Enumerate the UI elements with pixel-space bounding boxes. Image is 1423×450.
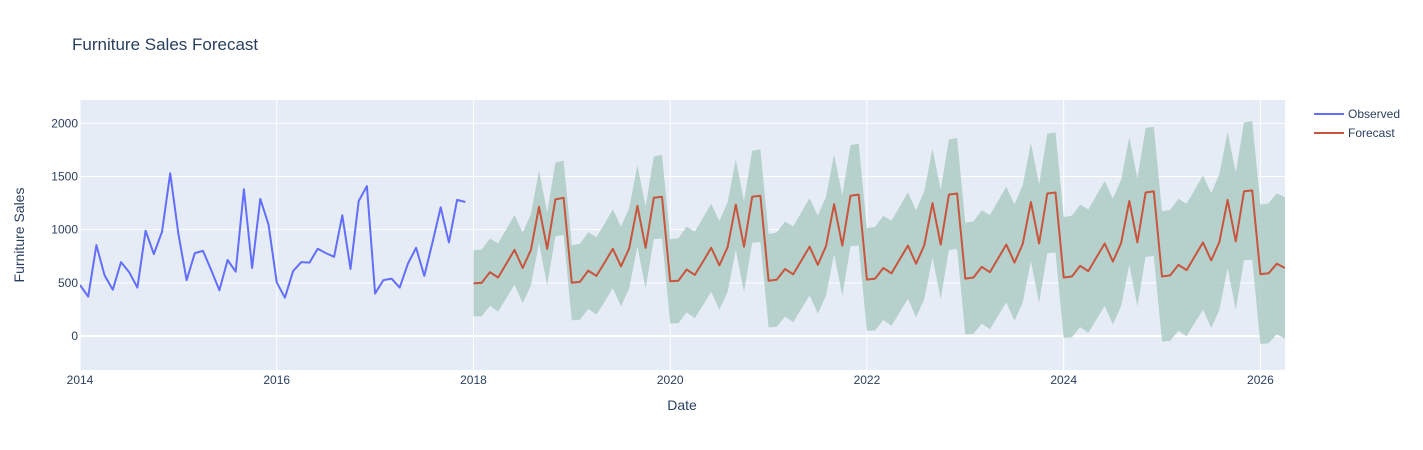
chart-title: Furniture Sales Forecast (72, 35, 258, 54)
x-axis-ticks: 2014 2016 2018 2020 2022 2024 2026 (67, 373, 1274, 387)
y-tick-label: 500 (58, 276, 78, 290)
y-tick-label: 0 (71, 329, 78, 343)
x-tick-label: 2014 (67, 373, 94, 387)
forecast-series-line (473, 189, 1285, 285)
legend-item-observed[interactable]: Observed (1314, 107, 1400, 121)
series-layer (80, 172, 1285, 299)
y-tick-label: 1500 (51, 170, 78, 184)
x-tick-label: 2020 (657, 373, 684, 387)
confidence-band-layer (473, 121, 1285, 344)
x-tick-label: 2026 (1247, 373, 1274, 387)
legend-label-forecast: Forecast (1348, 126, 1395, 140)
x-tick-label: 2016 (263, 373, 290, 387)
y-tick-label: 2000 (51, 116, 78, 130)
legend[interactable]: Observed Forecast (1314, 107, 1400, 140)
y-axis-title: Furniture Sales (11, 188, 27, 283)
y-axis-ticks: 0 500 1000 1500 2000 (51, 116, 78, 343)
x-axis-title: Date (667, 397, 697, 413)
legend-item-forecast[interactable]: Forecast (1314, 126, 1395, 140)
legend-label-observed: Observed (1348, 107, 1400, 121)
x-tick-label: 2024 (1050, 373, 1077, 387)
y-tick-label: 1000 (51, 223, 78, 237)
observed-series-line (80, 172, 466, 299)
x-tick-label: 2022 (854, 373, 881, 387)
confidence-band (473, 121, 1285, 344)
x-tick-label: 2018 (460, 373, 487, 387)
